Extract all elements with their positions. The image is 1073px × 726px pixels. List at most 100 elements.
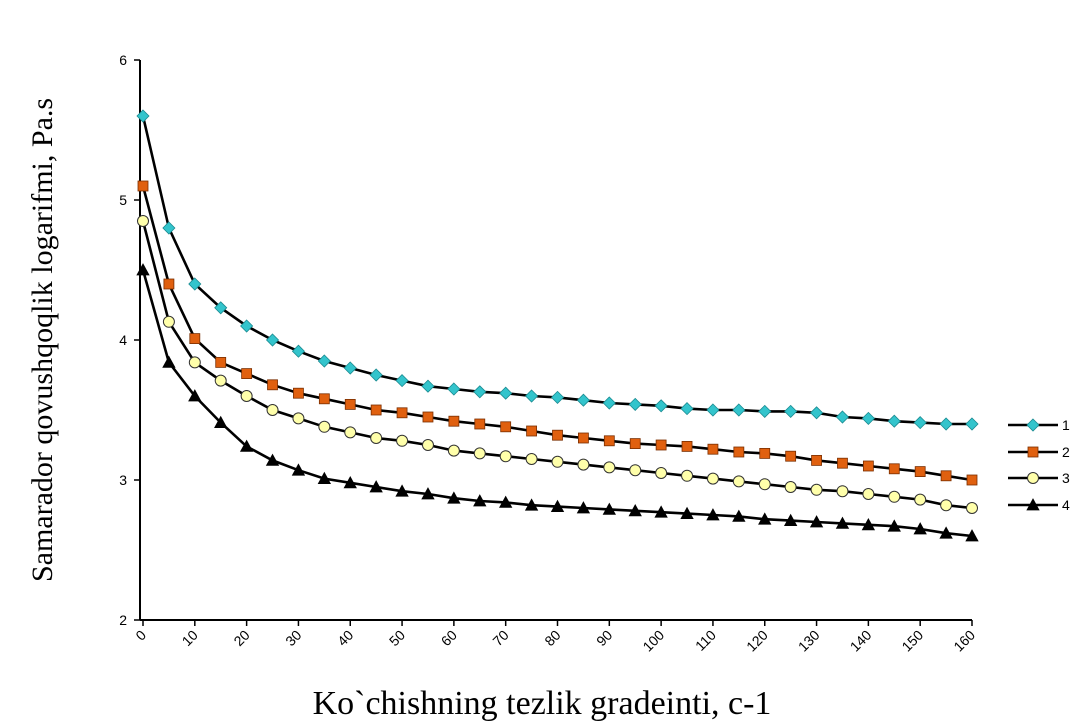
data-point-series-4 [758, 512, 772, 525]
data-point-series-1 [214, 301, 228, 315]
data-point-series-4 [369, 480, 383, 493]
data-point-series-4 [602, 502, 616, 515]
data-point-series-4 [162, 355, 176, 368]
data-point-series-3 [836, 485, 849, 498]
data-point-series-1 [706, 403, 720, 417]
data-point-series-1 [447, 382, 461, 396]
data-point-series-4 [447, 491, 461, 504]
x-axis-label: Ko`chishning tezlik gradeinti, c-1 [313, 685, 772, 722]
data-point-series-2 [888, 463, 900, 475]
data-point-series-3 [447, 444, 460, 457]
data-point-series-3 [655, 467, 668, 479]
data-point-series-3 [137, 215, 149, 227]
x-tick-label: 90 [593, 627, 615, 649]
data-point-series-3 [629, 464, 642, 477]
data-point-series-1 [240, 319, 254, 333]
data-point-series-4 [887, 519, 901, 532]
data-point-series-2 [396, 407, 408, 419]
data-point-series-1 [861, 411, 875, 425]
data-point-series-4 [783, 513, 798, 526]
data-point-series-1 [188, 277, 202, 291]
data-point-series-3 [914, 493, 927, 506]
data-point-series-1 [369, 368, 383, 382]
data-point-series-1 [602, 396, 616, 410]
data-point-series-4 [835, 516, 850, 529]
data-point-series-3 [577, 458, 590, 471]
legend-item-3: 3 [1008, 470, 1070, 486]
data-point-series-4 [239, 439, 254, 452]
x-tick-label: 160 [950, 627, 978, 655]
series-2 [137, 180, 978, 486]
data-point-series-2 [293, 387, 304, 399]
data-point-series-1 [680, 402, 694, 416]
data-point-series-2 [422, 411, 434, 423]
legend-label: 2 [1062, 444, 1070, 460]
x-tick-label: 40 [334, 627, 356, 649]
x-tick-label: 130 [795, 627, 823, 655]
data-point-series-1 [317, 354, 331, 368]
x-tick-label: 70 [489, 627, 511, 649]
data-point-series-1 [162, 221, 176, 235]
data-point-series-1 [525, 389, 539, 403]
data-point-series-3 [188, 356, 201, 369]
data-point-series-2 [578, 432, 589, 444]
data-point-series-4 [680, 506, 694, 519]
data-point-series-2 [500, 421, 512, 433]
data-point-series-1 [784, 404, 798, 418]
data-point-series-3 [240, 390, 253, 402]
legend: 1 2 3 4 [1008, 417, 1070, 513]
data-point-series-4 [809, 515, 824, 528]
data-point-series-2 [474, 418, 486, 430]
data-point-series-3 [499, 450, 512, 463]
y-tick-label: 3 [119, 472, 127, 488]
data-point-series-4 [576, 501, 591, 514]
x-tick-label: 120 [743, 627, 771, 655]
data-point-series-1 [965, 417, 979, 431]
data-point-series-2 [215, 356, 227, 368]
data-point-series-4 [913, 522, 927, 535]
data-point-series-2 [914, 466, 926, 478]
y-ticks: 2 3 4 5 6 [119, 52, 140, 628]
legend-label: 4 [1062, 497, 1070, 513]
series-4 [136, 263, 979, 542]
data-point-series-3 [344, 426, 357, 439]
legend-item-1: 1 [1008, 417, 1070, 433]
data-point-series-2 [603, 435, 615, 447]
data-point-series-1 [913, 416, 927, 430]
data-point-series-4 [265, 453, 280, 466]
data-point-series-1 [550, 390, 565, 404]
y-tick-label: 6 [119, 52, 127, 68]
data-point-series-3 [396, 434, 409, 447]
data-point-series-1 [939, 417, 953, 431]
data-point-series-4 [214, 415, 228, 429]
data-point-series-3 [603, 461, 616, 474]
data-point-series-2 [318, 393, 330, 405]
data-point-series-2 [681, 440, 693, 452]
data-point-series-3 [940, 499, 953, 512]
legend-label: 1 [1062, 417, 1070, 433]
data-point-series-3 [966, 502, 978, 514]
data-point-series-4 [550, 499, 565, 513]
data-point-series-3 [862, 488, 875, 500]
data-point-series-4 [939, 526, 953, 539]
data-point-series-2 [707, 443, 719, 455]
data-point-series-2 [629, 438, 641, 450]
data-point-series-1 [628, 397, 642, 411]
data-point-series-1 [395, 374, 409, 388]
x-tick-label: 20 [230, 627, 252, 649]
legend-marker [1027, 472, 1039, 484]
y-tick-label: 5 [119, 192, 127, 208]
data-point-series-2 [241, 368, 253, 380]
data-point-series-3 [784, 481, 797, 493]
data-point-series-4 [188, 389, 202, 402]
data-point-series-4 [732, 509, 746, 522]
data-point-series-3 [370, 432, 383, 444]
data-point-series-3 [732, 475, 745, 488]
data-point-series-1 [291, 344, 306, 358]
data-point-series-3 [525, 453, 538, 465]
legend-marker [1026, 498, 1040, 511]
data-point-series-3 [318, 420, 331, 433]
data-point-series-4 [317, 471, 332, 485]
series-line-1 [141, 115, 972, 426]
